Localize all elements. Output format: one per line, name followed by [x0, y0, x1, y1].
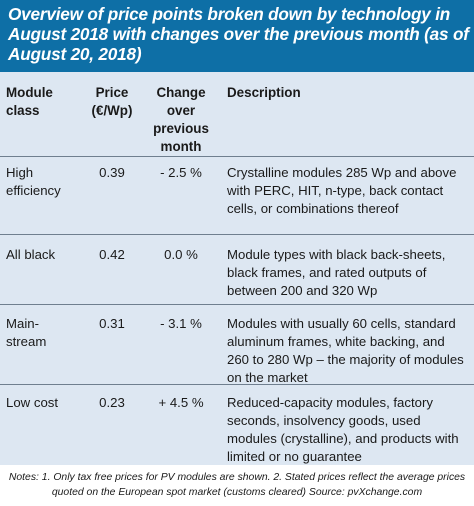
column-header-module-class: Module class [6, 85, 53, 118]
table-row: Main-stream 0.31 - 3.1 % Modules with us… [0, 304, 474, 385]
description-cell: Reduced-capacity modules, factory second… [227, 395, 459, 464]
price-cell: 0.23 [99, 395, 125, 410]
column-header-price: Price (€/Wp) [91, 85, 133, 118]
row-divider [0, 384, 474, 385]
price-cell: 0.31 [99, 316, 125, 331]
module-class-cell: All black [6, 247, 56, 262]
table-row: High efficiency 0.39 - 2.5 % Crystalline… [0, 156, 474, 234]
description-cell: Module types with black back-sheets, bla… [227, 247, 446, 298]
row-divider [0, 156, 474, 157]
change-cell: - 2.5 % [160, 165, 202, 180]
column-header-description: Description [227, 85, 301, 100]
price-cell: 0.39 [99, 165, 125, 180]
table-header-row: Module class Price (€/Wp) Change over pr… [0, 72, 474, 156]
module-class-cell: Main-stream [6, 316, 47, 349]
change-cell: - 3.1 % [160, 316, 202, 331]
column-header-change: Change over previous month [153, 85, 209, 154]
row-divider [0, 234, 474, 235]
module-class-cell: Low cost [6, 395, 59, 410]
table-row: All black 0.42 0.0 % Module types with b… [0, 234, 474, 304]
row-divider [0, 304, 474, 305]
price-table: Module class Price (€/Wp) Change over pr… [0, 72, 474, 465]
figure-title: Overview of price points broken down by … [8, 4, 469, 64]
price-cell: 0.42 [99, 247, 125, 262]
table-row: Low cost 0.23 + 4.5 % Reduced-capacity m… [0, 384, 474, 465]
description-cell: Modules with usually 60 cells, standard … [227, 316, 464, 385]
change-cell: 0.0 % [164, 247, 198, 262]
module-class-cell: High efficiency [6, 165, 61, 198]
description-cell: Crystalline modules 285 Wp and above wit… [227, 165, 457, 216]
title-banner: Overview of price points broken down by … [0, 0, 474, 72]
change-cell: + 4.5 % [158, 395, 204, 410]
table-notes: Notes: 1. Only tax free prices for PV mo… [8, 472, 466, 498]
